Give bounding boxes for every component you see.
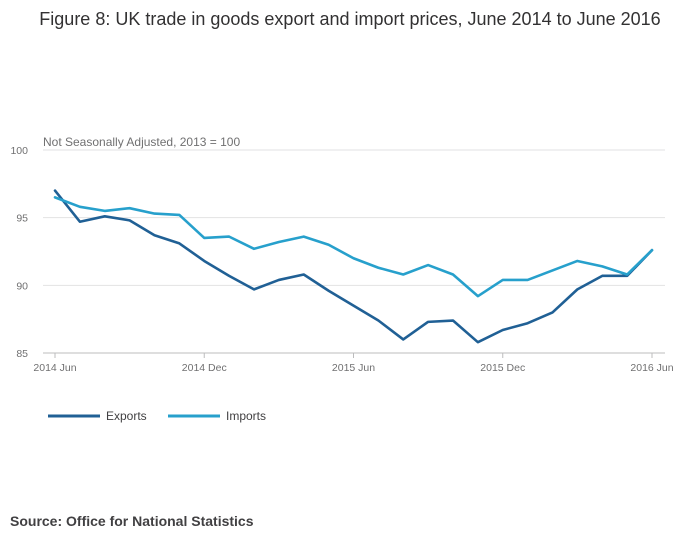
x-tick-label: 2015 Dec: [480, 362, 525, 374]
x-tick-label: 2016 Jun: [630, 362, 673, 374]
axes: 85 90 95 100 2014 Jun 2014 Dec 2015 Jun 2015 De…: [10, 145, 673, 374]
y-tick-label-85: 85: [16, 348, 28, 360]
series-line-imports: [53, 196, 654, 298]
series-line-exports: [53, 189, 654, 344]
x-tick-label: 2014 Dec: [182, 362, 227, 374]
legend-label-exports: Exports: [106, 409, 147, 423]
legend: Exports Imports: [48, 409, 266, 423]
y-tick-label-90: 90: [16, 280, 28, 292]
chart-title: Figure 8: UK trade in goods export and i…: [39, 9, 661, 29]
x-tick-label: 2014 Jun: [33, 362, 76, 374]
chart-subtitle: Not Seasonally Adjusted, 2013 = 100: [43, 135, 241, 149]
series-lines: [53, 189, 654, 344]
x-tick-label: 2015 Jun: [332, 362, 375, 374]
y-tick-label-95: 95: [16, 213, 28, 225]
source-note: Source: Office for National Statistics: [10, 513, 254, 529]
gridlines: [43, 149, 665, 286]
y-tick-label-100: 100: [10, 145, 28, 157]
legend-label-imports: Imports: [226, 409, 266, 423]
